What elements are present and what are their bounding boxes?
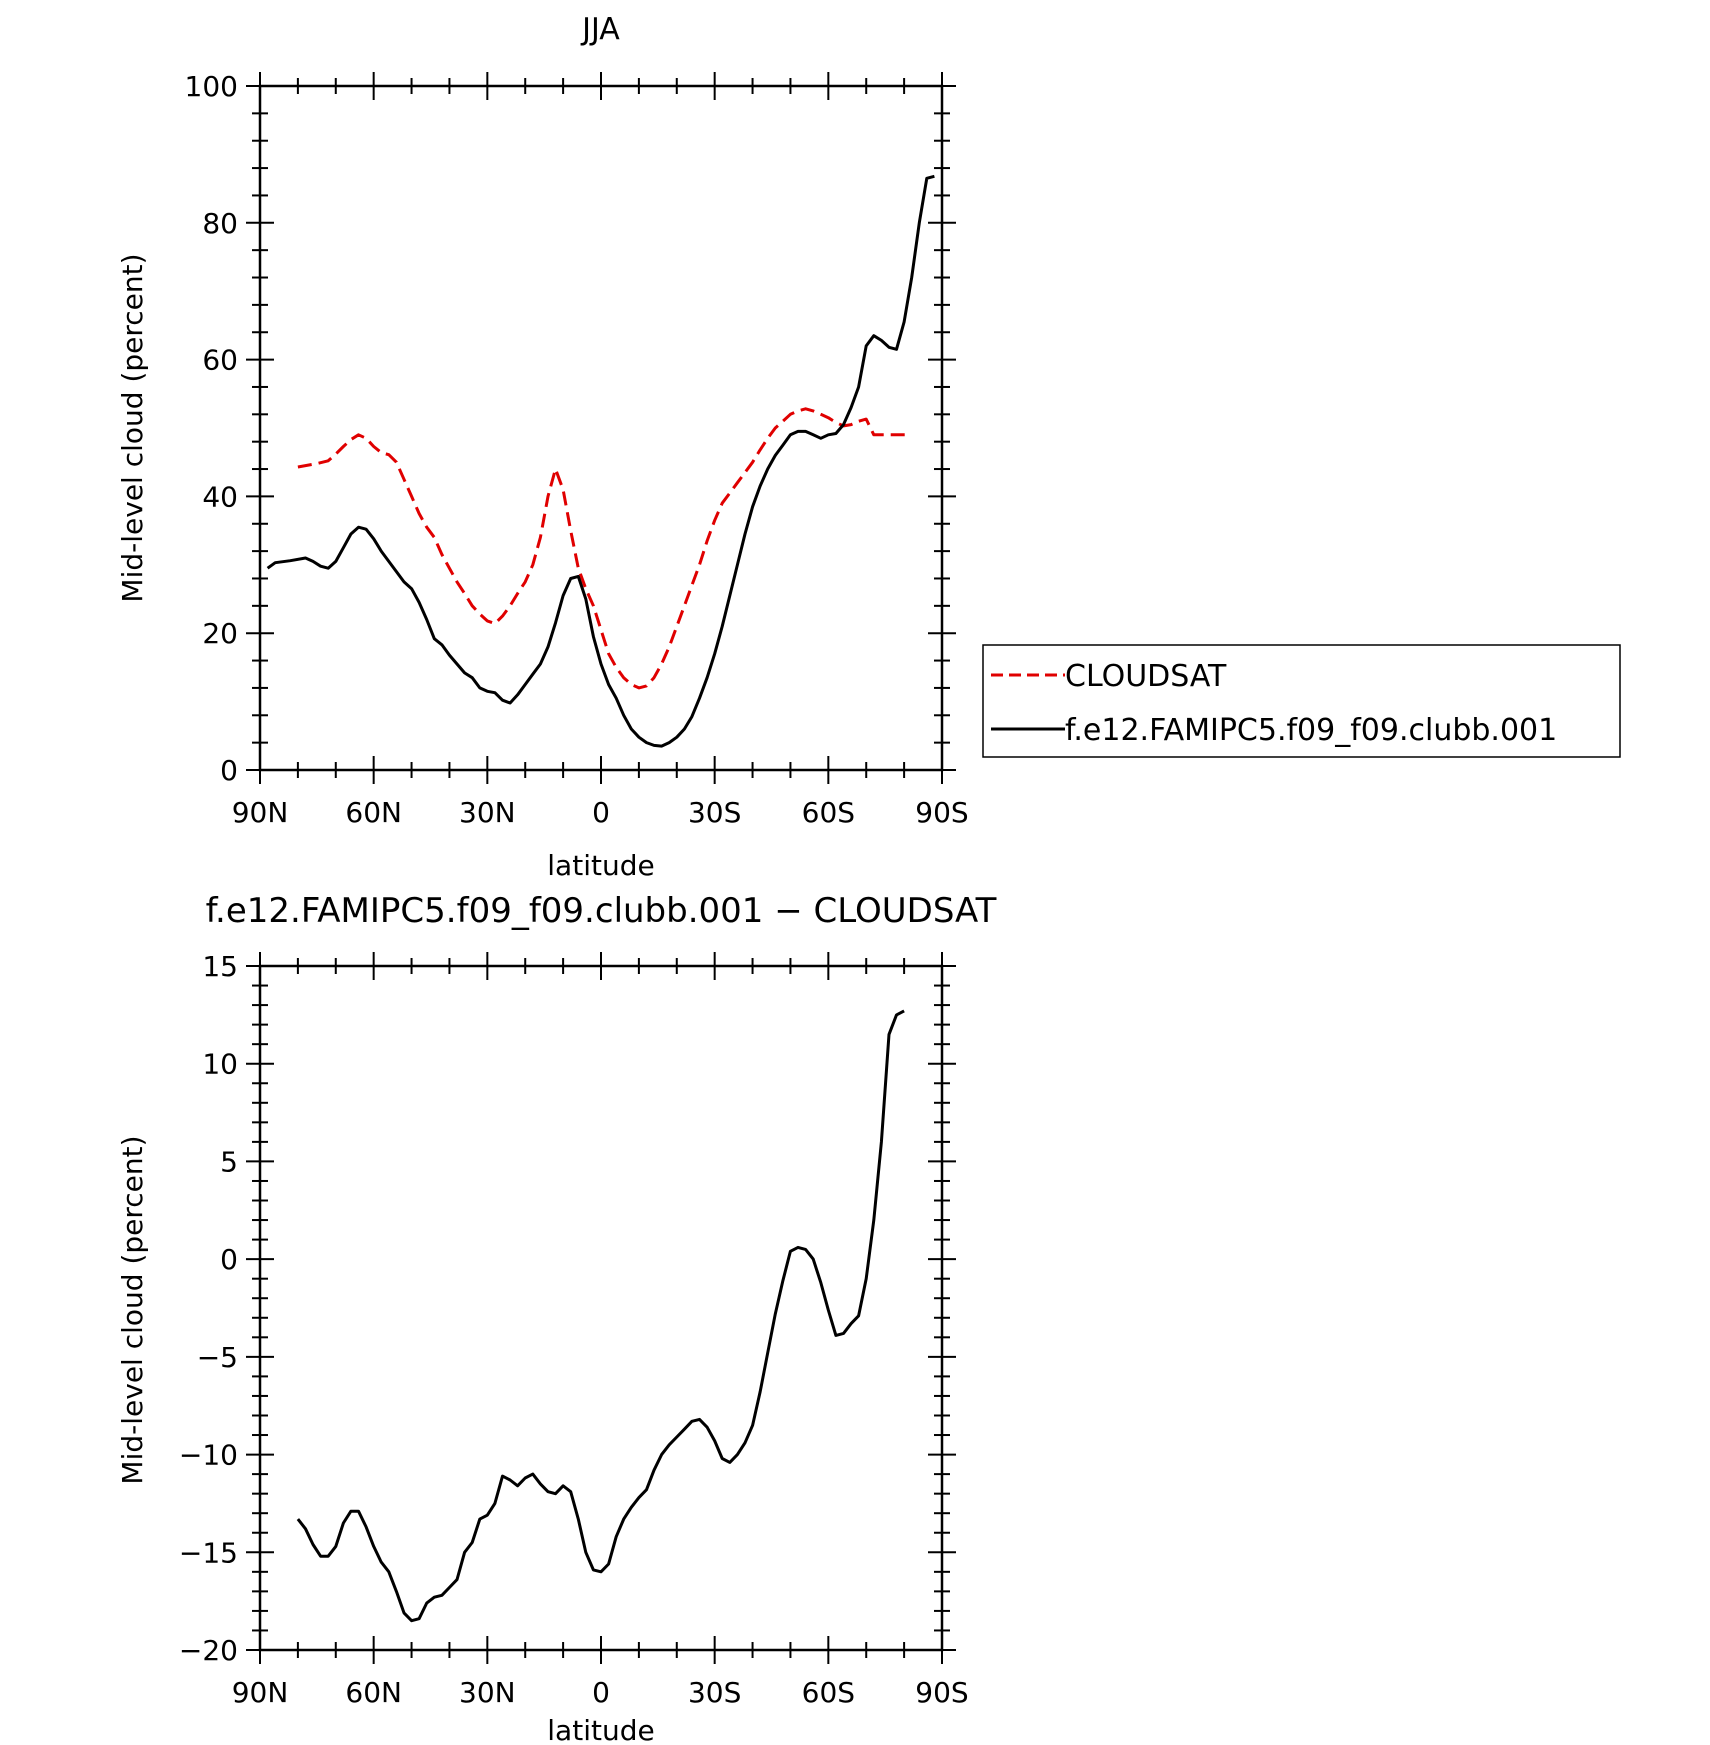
top-panel: 90N 60N 30N 0 30S 60S 90S 0 20 40 60 80 100 JJA lati… — [116, 12, 969, 882]
top-y-tick-label: 0 — [220, 754, 238, 787]
bottom-x-tick-label: 90S — [915, 1676, 968, 1709]
bottom-x-tick-label: 30S — [688, 1676, 741, 1709]
top-y-axis-label: Mid-level cloud (percent) — [116, 253, 149, 602]
bottom-chart-title: f.e12.FAMIPC5.f09_f09.clubb.001 − CLOUDS… — [206, 891, 997, 931]
bottom-y-tick-label: −10 — [179, 1439, 238, 1472]
top-y-tick-label: 20 — [202, 617, 238, 650]
bottom-axes-layer: 90N 60N 30N 0 30S 60S 90S −20 −15 −10 −5 0 5 10 15 — [179, 950, 969, 1709]
legend-entry-cloudsat: CLOUDSAT — [1065, 659, 1227, 694]
top-x-tick-label: 90N — [232, 796, 289, 829]
bottom-panel: 90N 60N 30N 0 30S 60S 90S −20 −15 −10 −5 0 5 10 15 f.e… — [116, 891, 997, 1745]
bottom-y-axis-label: Mid-level cloud (percent) — [116, 1135, 149, 1484]
bottom-y-tick-label: 5 — [220, 1145, 238, 1178]
top-axes-layer: 90N 60N 30N 0 30S 60S 90S 0 20 40 60 80 100 — [185, 70, 969, 829]
legend: CLOUDSAT f.e12.FAMIPC5.f09_f09.clubb.001 — [982, 644, 1621, 758]
bottom-y-tick-label: −20 — [179, 1634, 238, 1667]
top-y-tick-label: 80 — [202, 207, 238, 240]
top-x-tick-label: 0 — [592, 796, 610, 829]
legend-entry-model: f.e12.FAMIPC5.f09_f09.clubb.001 — [1065, 713, 1557, 748]
top-series-line-f-e12-famipc5-f09-f09-clubb-001 — [266, 174, 935, 748]
bottom-y-tick-label: 10 — [202, 1048, 238, 1081]
bottom-x-tick-label: 30N — [459, 1676, 516, 1709]
bottom-x-tick-label: 60S — [802, 1676, 855, 1709]
top-x-tick-label: 60S — [802, 796, 855, 829]
top-x-tick-label: 30N — [459, 796, 516, 829]
top-x-tick-label: 90S — [915, 796, 968, 829]
top-series-line-cloudsat — [297, 407, 912, 690]
legend-box — [982, 644, 1621, 758]
top-chart-title: JJA — [580, 12, 620, 47]
bottom-x-tick-label: 0 — [592, 1676, 610, 1709]
bottom-x-axis-label: latitude — [547, 1714, 654, 1745]
bottom-y-tick-label: 0 — [220, 1243, 238, 1276]
bottom-y-tick-label: −15 — [179, 1536, 238, 1569]
bottom-series-layer — [296, 1009, 905, 1623]
bottom-x-tick-label: 60N — [345, 1676, 402, 1709]
top-x-tick-label: 60N — [345, 796, 402, 829]
top-series-layer — [266, 174, 935, 748]
top-y-tick-label: 60 — [202, 344, 238, 377]
top-y-tick-label: 100 — [185, 70, 238, 103]
bottom-x-tick-label: 90N — [232, 1676, 289, 1709]
top-y-tick-label: 40 — [202, 480, 238, 513]
top-x-tick-label: 30S — [688, 796, 741, 829]
bottom-series-line-difference — [296, 1009, 905, 1623]
bottom-plot-frame — [258, 964, 944, 1652]
bottom-y-tick-label: −5 — [197, 1341, 238, 1374]
top-x-axis-label: latitude — [547, 849, 654, 882]
bottom-y-tick-label: 15 — [202, 950, 238, 983]
